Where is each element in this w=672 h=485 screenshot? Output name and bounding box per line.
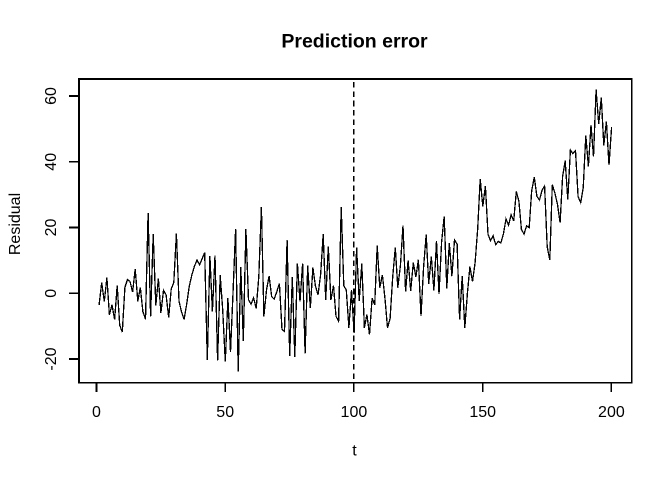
svg-text:0: 0: [43, 289, 60, 298]
svg-text:-20: -20: [43, 347, 60, 370]
svg-text:100: 100: [341, 404, 368, 421]
svg-text:t: t: [352, 443, 357, 460]
svg-text:Residual: Residual: [7, 193, 24, 255]
svg-text:40: 40: [43, 153, 60, 171]
svg-text:200: 200: [598, 404, 625, 421]
svg-text:50: 50: [216, 404, 234, 421]
svg-text:20: 20: [43, 219, 60, 237]
svg-text:150: 150: [469, 404, 496, 421]
svg-text:60: 60: [43, 87, 60, 105]
svg-text:Prediction error: Prediction error: [281, 31, 428, 53]
svg-text:0: 0: [92, 404, 101, 421]
